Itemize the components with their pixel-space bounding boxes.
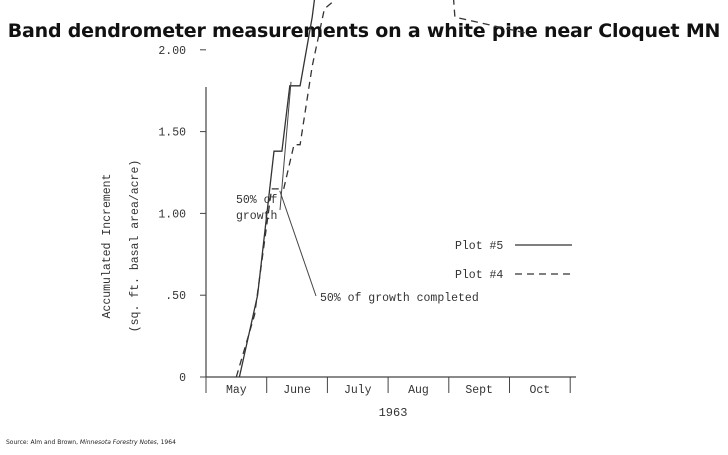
x-tick-label: July xyxy=(344,384,372,397)
x-tick-label: Oct xyxy=(529,384,550,397)
x-tick-label: May xyxy=(226,384,247,397)
y-tick-label: 1.00 xyxy=(158,208,186,221)
y-axis-label-line2: (sq. ft. basal area/acre) xyxy=(129,160,142,333)
chart-annotations: 50% of growth 50% of growth completed xyxy=(236,81,479,305)
y-axis-label-line1: Accumulated Increment xyxy=(101,174,114,319)
legend-label: Plot #5 xyxy=(455,240,503,253)
source-prefix: Source: Alm and Brown, xyxy=(6,439,80,446)
source-journal: Minnesota Forestry Notes xyxy=(79,439,157,446)
x-tick-label: Sept xyxy=(465,384,493,397)
y-tick-label: 1.50 xyxy=(158,127,186,140)
annotation-label: 50% of xyxy=(236,194,278,207)
y-tick-label: 2.00 xyxy=(158,45,186,58)
x-tick-label: June xyxy=(283,384,311,397)
y-tick-label: .50 xyxy=(165,290,186,303)
chart-series xyxy=(235,0,528,378)
x-axis-ticks: May June July Aug Sept Oct xyxy=(205,377,571,397)
source-suffix: , 1964 xyxy=(156,439,176,446)
legend-label: Plot #4 xyxy=(455,269,503,282)
chart-axes xyxy=(205,87,576,378)
annotation-leader xyxy=(279,190,317,297)
chart-legend: Plot #5 Plot #4 xyxy=(455,240,572,282)
x-axis-label: 1963 xyxy=(379,406,408,420)
series-line xyxy=(238,0,316,378)
series-line xyxy=(235,0,528,378)
y-axis-ticks: 0.501.001.502.002.503.00 xyxy=(158,45,206,385)
slide-title: Band dendrometer measurements on a white… xyxy=(7,20,721,42)
annotation-leader xyxy=(279,81,292,211)
annotation-label: growth xyxy=(236,210,277,223)
source-citation: Source: Alm and Brown, Minnesota Forestr… xyxy=(6,439,176,446)
annotation-label: 50% of growth completed xyxy=(320,292,479,305)
y-tick-label: 0 xyxy=(179,372,186,385)
x-tick-label: Aug xyxy=(408,384,429,397)
